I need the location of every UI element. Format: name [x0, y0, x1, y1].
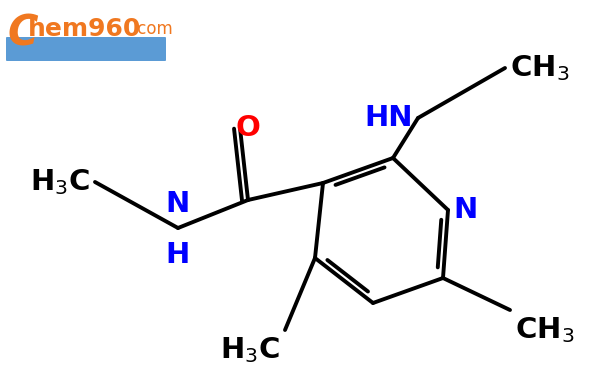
Text: H$_3$C: H$_3$C [30, 167, 90, 197]
Text: .com: .com [132, 20, 174, 38]
Text: hem960: hem960 [28, 17, 142, 41]
FancyBboxPatch shape [6, 37, 166, 61]
Text: C: C [8, 12, 38, 54]
Text: CH$_3$: CH$_3$ [515, 315, 574, 345]
Text: O: O [235, 114, 260, 142]
Text: H: H [166, 241, 190, 269]
Text: HN: HN [364, 104, 413, 132]
Text: H$_3$C: H$_3$C [220, 335, 280, 365]
Text: CH$_3$: CH$_3$ [510, 53, 569, 83]
Text: 960 化工网: 960 化工网 [62, 66, 112, 78]
Text: N: N [453, 196, 477, 224]
Text: N: N [166, 190, 190, 218]
